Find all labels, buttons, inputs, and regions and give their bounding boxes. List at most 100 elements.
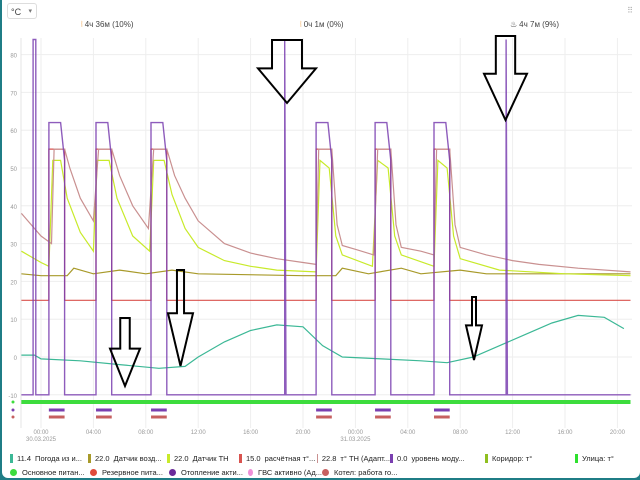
stat-heating-time: ⦚ 4ч 36м (10%): [81, 20, 134, 30]
status-segment: [316, 415, 332, 419]
legend-swatch: [575, 454, 578, 463]
y-tick-label: 60: [10, 129, 17, 135]
legend-item[interactable]: 11.4 Погода из и...: [10, 454, 88, 463]
heater-icon: ⦚: [300, 20, 302, 29]
x-tick-date: 30.03.2025: [26, 437, 57, 443]
status-segment: [48, 408, 65, 412]
legend-label: Датчик ТН: [192, 454, 229, 463]
legend: 11.4 Погода из и... 22.0 Датчик возд... 22.0…: [10, 452, 635, 479]
legend-label: Отопление акти...: [181, 468, 243, 477]
x-tick-label: 08:00: [453, 430, 469, 436]
legend-label: Коридор: т°: [492, 454, 533, 463]
flame-icon: ♨: [510, 20, 518, 29]
legend-item[interactable]: 22.0 Датчик ТН: [167, 454, 239, 463]
x-tick-label: 00:00: [348, 430, 364, 436]
heater-icon: ⦚: [81, 20, 83, 29]
annotation-arrow-down-icon: [482, 35, 529, 123]
legend-dot: [322, 469, 329, 476]
y-tick-label: 0: [14, 356, 18, 362]
chart-plot[interactable]: 80706050403020100-1000:0030.03.202504:00…: [0, 0, 640, 452]
x-tick-label: 04:00: [400, 430, 416, 436]
legend-item[interactable]: 22.0 Датчик возд...: [88, 454, 167, 463]
x-tick-date: 31.03.2025: [340, 437, 371, 443]
legend-label: т° ТН (Адапт...: [340, 454, 390, 463]
legend-swatch: [485, 454, 488, 463]
stat-burner-time: ♨ 4ч 7м (9%): [510, 20, 559, 29]
legend-value: 22.8: [321, 454, 337, 463]
legend-label: Основное питан...: [22, 468, 85, 477]
legend-item[interactable]: 15.0 расчётная т°...: [239, 454, 317, 463]
stat-text: 4ч 36м (10%): [84, 20, 134, 29]
status-segment: [375, 408, 391, 412]
legend-item[interactable]: Улица: т°: [575, 454, 635, 463]
annotation-arrow-down-icon: [255, 39, 319, 105]
legend-row-sensors: 11.4 Погода из и... 22.0 Датчик возд... 22.0…: [10, 452, 635, 465]
annotation-arrow-down-icon: [464, 296, 484, 361]
status-lane-marker: [11, 400, 15, 404]
x-tick-label: 12:00: [505, 430, 521, 436]
legend-label: уровень моду...: [411, 454, 465, 463]
legend-swatch: [167, 454, 170, 463]
y-tick-label: 30: [10, 243, 17, 249]
legend-label: Погода из и...: [35, 454, 82, 463]
legend-swatch: [317, 454, 318, 463]
legend-item[interactable]: ГВС активно (Ад...: [248, 468, 322, 477]
status-segment: [48, 415, 65, 419]
legend-label: Датчик возд...: [113, 454, 162, 463]
legend-label: Улица: т°: [582, 454, 614, 463]
series-line-0: [21, 314, 625, 369]
legend-item[interactable]: Основное питан...: [10, 468, 90, 477]
annotation-arrow-down-icon: [108, 317, 142, 389]
y-tick-label: 10: [10, 318, 17, 324]
stat-dhw-time: ⦚ 0ч 1м (0%): [300, 20, 344, 30]
status-segment: [96, 415, 112, 419]
legend-item[interactable]: Резервное пита...: [90, 468, 169, 477]
y-tick-label: 70: [10, 91, 17, 97]
legend-value: 22.0: [174, 454, 189, 463]
legend-value: 11.4: [17, 454, 32, 463]
legend-swatch: [390, 454, 393, 463]
legend-value: 15.0: [246, 454, 261, 463]
legend-label: ГВС активно (Ад...: [258, 468, 322, 477]
x-tick-label: 08:00: [138, 430, 154, 436]
legend-row-states: Основное питан... Резервное пита... Отопле…: [10, 466, 635, 479]
stat-text: 4ч 7м (9%): [519, 20, 560, 29]
status-segment: [21, 400, 631, 404]
x-tick-label: 12:00: [191, 430, 207, 436]
legend-item[interactable]: Отопление акти...: [169, 468, 248, 477]
series-line-3: [21, 148, 631, 301]
unit-select-value: °C: [11, 7, 22, 17]
drag-handle-icon[interactable]: ⠿: [627, 6, 634, 15]
status-segment: [151, 408, 167, 412]
x-tick-label: 04:00: [86, 430, 102, 436]
status-segment: [434, 415, 450, 419]
legend-item[interactable]: Коридор: т°: [485, 454, 575, 463]
y-tick-label: 20: [10, 280, 17, 286]
status-segment: [96, 408, 112, 412]
y-tick-label: 40: [10, 205, 17, 211]
series-line-2: [21, 159, 631, 277]
series-line-4: [20, 148, 631, 273]
x-tick-label: 20:00: [295, 430, 311, 436]
legend-dot: [90, 469, 97, 476]
legend-item[interactable]: 0.0 уровень моду...: [390, 454, 485, 463]
annotation-arrow-down-icon: [166, 269, 195, 367]
legend-value: 22.0: [95, 454, 110, 463]
status-segment: [375, 415, 391, 419]
legend-item[interactable]: 22.8 т° ТН (Адапт...: [317, 454, 390, 463]
y-tick-label: 80: [10, 54, 17, 60]
stat-text: 0ч 1м (0%): [303, 20, 344, 29]
status-segment: [434, 408, 450, 412]
legend-swatch: [239, 454, 242, 463]
y-tick-label: -10: [8, 394, 17, 400]
x-tick-label: 20:00: [610, 430, 626, 436]
legend-item[interactable]: Котел: работа го...: [322, 468, 412, 477]
legend-dot: [248, 469, 254, 476]
status-segment: [316, 408, 332, 412]
legend-label: Котел: работа го...: [334, 468, 398, 477]
chevron-down-icon: ▾: [28, 8, 32, 15]
x-tick-label: 16:00: [243, 430, 259, 436]
x-tick-label: 00:00: [33, 430, 49, 436]
unit-select[interactable]: °C ▾: [7, 3, 37, 19]
